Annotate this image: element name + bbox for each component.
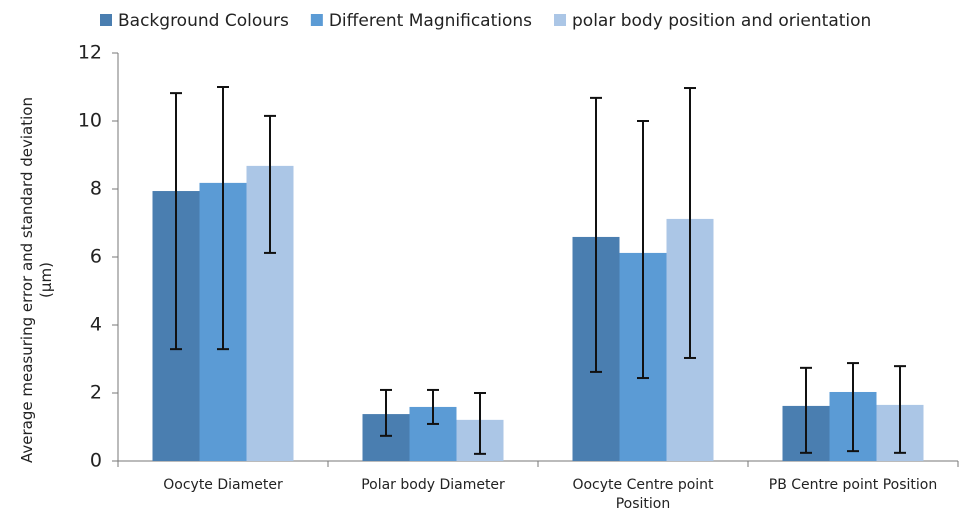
legend-label: Background Colours <box>118 11 289 31</box>
y-tick-label: 2 <box>90 382 102 404</box>
legend-label: polar body position and orientation <box>572 11 871 31</box>
y-axis-label: Average measuring error and standard dev… <box>18 97 55 463</box>
y-tick-label: 12 <box>78 42 102 64</box>
x-tick-label: Polar body Diameter <box>361 477 505 493</box>
x-tick-label: Oocyte Centre point Position <box>572 477 714 512</box>
legend-label: Different Magnifications <box>329 11 532 31</box>
legend-swatch <box>310 14 323 26</box>
y-tick-label: 6 <box>90 246 102 268</box>
x-tick-label: Oocyte Diameter <box>163 477 283 493</box>
y-tick-label: 8 <box>90 178 102 200</box>
x-tick-label: PB Centre point Position <box>768 477 938 493</box>
y-tick-label: 10 <box>78 110 102 132</box>
legend-swatch <box>100 14 112 26</box>
y-tick-label: 4 <box>90 314 102 336</box>
legend-swatch <box>554 14 567 26</box>
y-tick-label: 0 <box>90 450 102 472</box>
